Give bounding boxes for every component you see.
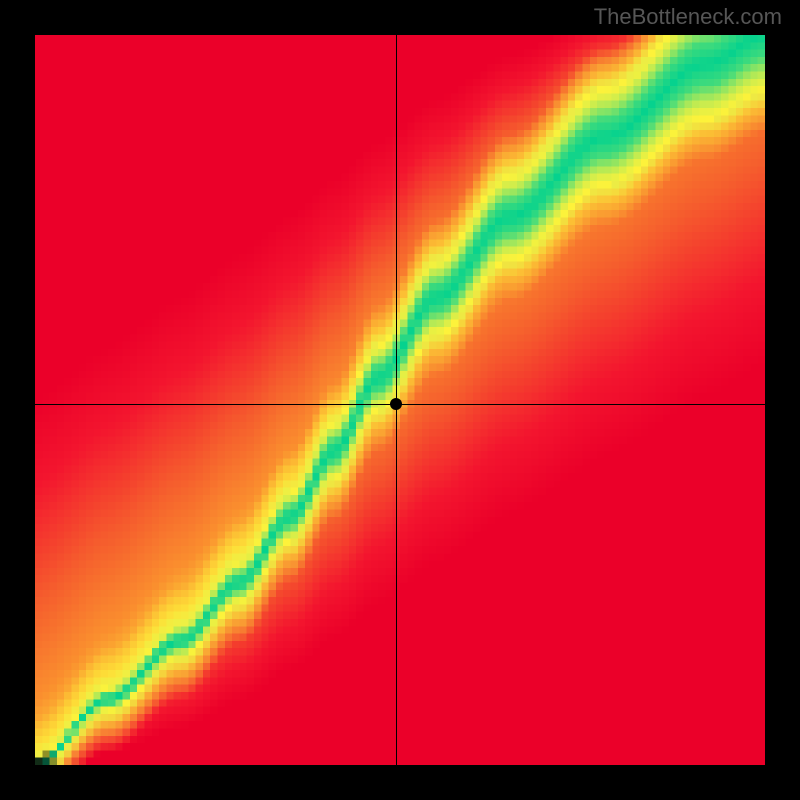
chart-container: TheBottleneck.com [0, 0, 800, 800]
data-point-marker [390, 398, 402, 410]
plot-area [35, 35, 765, 765]
watermark-text: TheBottleneck.com [594, 4, 782, 30]
